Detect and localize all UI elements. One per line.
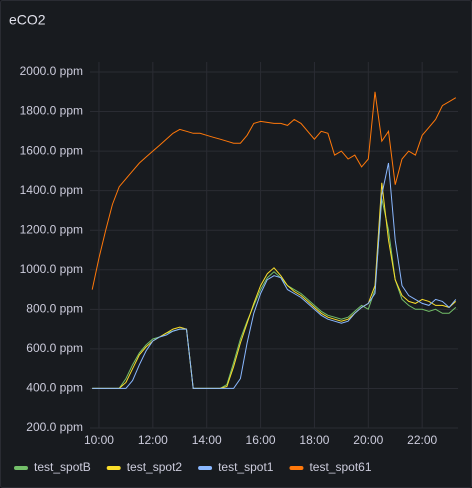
y-tick-label: 1600.0 ppm (20, 143, 83, 157)
x-tick-label: 22:00 (407, 433, 437, 447)
legend-swatch (14, 466, 28, 470)
legend-swatch (289, 466, 304, 470)
legend-label: test_spotB (34, 460, 91, 474)
x-tick-label: 14:00 (192, 433, 222, 447)
series-line (92, 162, 457, 389)
y-tick-label: 2000.0 ppm (20, 64, 83, 78)
y-tick-label: 1000.0 ppm (20, 262, 83, 276)
x-tick-label: 18:00 (299, 433, 329, 447)
legend-swatch (106, 466, 121, 470)
x-tick-label: 20:00 (353, 433, 383, 447)
y-tick-label: 1800.0 ppm (20, 104, 83, 118)
legend-label: test_spot2 (127, 460, 183, 474)
panel-title: eCO2 (9, 12, 46, 28)
legend-label: test_spot61 (309, 460, 371, 474)
y-tick-label: 200.0 ppm (26, 420, 83, 434)
x-tick-label: 10:00 (84, 433, 114, 447)
series-line (91, 91, 457, 290)
y-tick-label: 800.0 ppm (26, 302, 83, 316)
y-tick-label: 600.0 ppm (26, 341, 83, 355)
legend-swatch (198, 466, 213, 470)
y-tick-label: 1400.0 ppm (20, 183, 83, 197)
x-tick-label: 12:00 (138, 433, 168, 447)
x-tick-label: 16:00 (246, 433, 276, 447)
y-tick-label: 1200.0 ppm (20, 222, 83, 236)
legend-label: test_spot1 (218, 460, 274, 474)
y-tick-label: 400.0 ppm (26, 381, 83, 395)
